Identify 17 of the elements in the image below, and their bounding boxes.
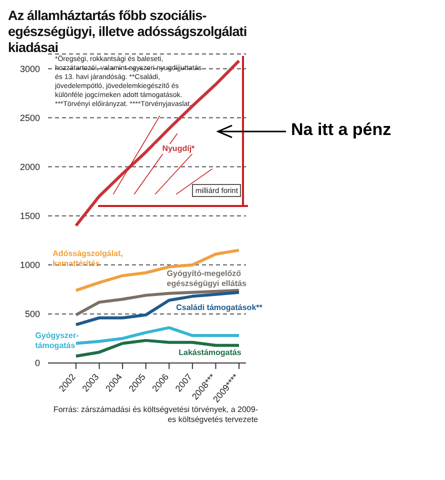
chart-title: Az államháztartás főbb szociális-egészségügyi, illetve adósságszolgálati kiadásai	[8, 8, 248, 55]
y-tick-label: 500	[24, 309, 40, 320]
series-label: Lakástámogatás	[178, 348, 242, 358]
text: Na itt a pénz	[291, 120, 392, 140]
line-series	[74, 338, 241, 358]
series-label: Gyógyító-megelőző egészségügyi ellátás	[166, 268, 248, 289]
series-label: Nyugdíj*	[155, 144, 202, 154]
y-tick-label: 2000	[20, 162, 40, 172]
series-label: Adósságszolgálat, kamattérítés	[52, 249, 124, 270]
y-tick-label: 3000	[20, 64, 40, 74]
text: Forrás: zárszámadási és költségvetési törvények, a 2009-es költségvetés tervezete	[52, 405, 258, 425]
y-tick-label: 1000	[20, 260, 40, 270]
y-tick-label: 0	[34, 358, 40, 368]
y-tick-label: 2500	[20, 112, 40, 123]
series-label: Családi támogatások**	[176, 303, 264, 314]
series-label: Gyógyszer-támogatás	[35, 330, 80, 351]
y-tick-label: 1500	[20, 211, 40, 222]
